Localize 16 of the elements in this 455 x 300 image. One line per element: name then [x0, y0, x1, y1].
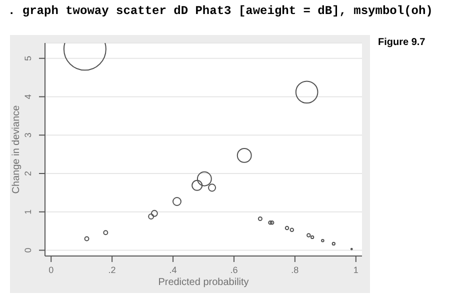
y-tick-label: 2 [23, 170, 33, 176]
x-tick-label: .4 [169, 265, 177, 275]
x-tick-label: 0 [48, 265, 54, 275]
y-tick-label: 5 [23, 56, 33, 61]
caption: Figure 9.7 [378, 37, 426, 48]
y-axis-title: Change in deviance [11, 104, 22, 194]
y-tick-label: 3 [23, 132, 33, 138]
chart-title: . graph twoway scatter dD Phat3 [aweight = dB], msymbol(oh) [8, 4, 433, 18]
x-tick-label: .6 [230, 265, 238, 275]
x-tick-label: .8 [291, 265, 299, 275]
y-tick-label: 1 [23, 209, 33, 214]
y-tick-label: 0 [23, 248, 33, 253]
y-tick-label: 4 [23, 94, 33, 100]
x-tick-label: .2 [108, 265, 116, 275]
x-tick-label: 1 [353, 265, 358, 275]
x-axis-title: Predicted probability [158, 277, 249, 288]
